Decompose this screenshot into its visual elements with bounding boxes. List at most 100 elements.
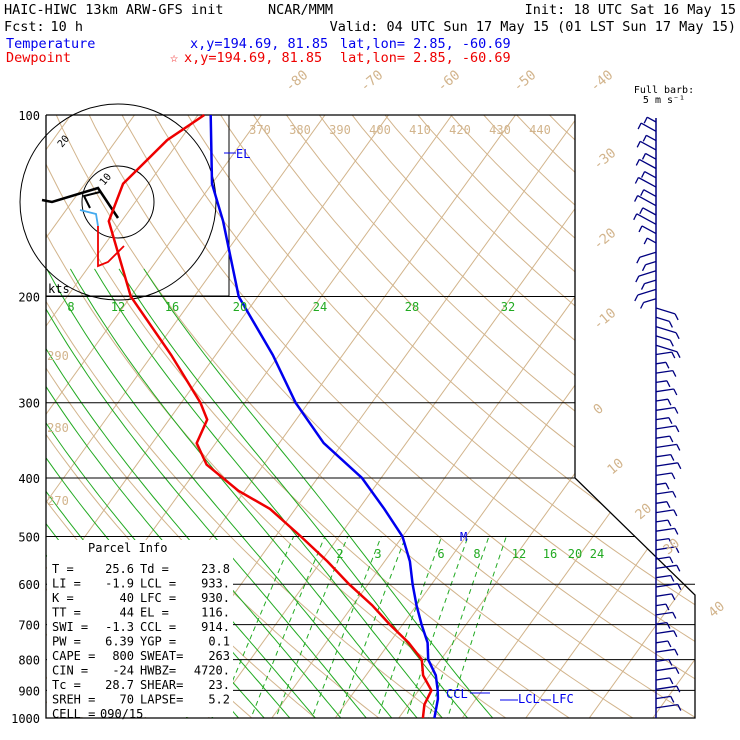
wind-barb-flag — [670, 575, 675, 582]
dry-adiabat-line — [521, 115, 695, 718]
temperature-tick-label: 20 — [632, 500, 655, 523]
wind-barb — [643, 298, 657, 304]
parcel-label: PW = — [52, 635, 81, 649]
wind-barb — [655, 472, 672, 477]
parcel-info-table: Parcel Info T = 25.6 Td = 23.8 LI = -1.9 LCL =… — [47, 540, 233, 721]
wind-barb — [655, 425, 676, 430]
wind-barb — [638, 270, 657, 277]
el-label: EL — [236, 147, 250, 161]
wind-barb-flag — [676, 444, 681, 451]
wind-barb — [655, 316, 670, 323]
wind-barb — [655, 574, 671, 579]
fcst-label: Fcst: — [4, 19, 45, 35]
wind-barb-flag — [636, 256, 641, 264]
wind-barb — [655, 443, 677, 449]
parcel-value: 44 — [120, 606, 134, 620]
wind-barb-flag — [641, 153, 647, 160]
mixing-ratio-label: 16 — [543, 547, 557, 561]
wind-barb-flag — [643, 237, 648, 245]
wind-barb — [655, 369, 673, 374]
wind-barb-flag — [668, 538, 673, 545]
ccl-label: CCL — [446, 687, 468, 701]
mixing-ratio-label: 24 — [590, 547, 604, 561]
wind-barb — [638, 158, 657, 170]
wind-barb — [655, 435, 670, 439]
wind-barb — [655, 546, 676, 551]
wind-barb — [646, 237, 657, 244]
moist-adiabat-line — [46, 268, 352, 718]
isotherm-line — [516, 115, 695, 718]
wind-barb — [655, 380, 667, 384]
wind-barb — [655, 519, 668, 523]
wind-barb — [655, 482, 666, 486]
wind-barb — [655, 509, 674, 514]
pressure-tick-label: 100 — [18, 109, 40, 123]
hodograph-trace-blue — [79, 209, 99, 227]
isotherm-line — [46, 115, 282, 718]
pressure-tick-label: 500 — [18, 530, 40, 544]
wind-barb — [655, 490, 673, 495]
dry-adiabat-line — [202, 115, 695, 718]
parcel-info-title: Parcel Info — [88, 541, 167, 555]
wind-barb-flag — [669, 556, 674, 564]
mixing-ratio-label: 8 — [473, 547, 480, 561]
temperature-tick-label: 40 — [705, 598, 728, 621]
wind-barb-flag — [638, 225, 643, 233]
theta-tick-label: 380 — [289, 123, 311, 137]
wind-barb — [655, 501, 667, 504]
parcel-label: SWEAT= — [140, 649, 183, 663]
wind-barb-flag — [667, 519, 672, 527]
dry-adiabat-line — [170, 115, 695, 718]
dry-adiabat-line — [46, 115, 654, 718]
parcel-label: CAPE = — [52, 649, 95, 663]
mixing-ratio-label: 16 — [165, 300, 179, 314]
wind-barb — [655, 677, 670, 681]
pressure-tick-label: 200 — [18, 291, 40, 305]
wind-barbs — [633, 116, 682, 718]
wind-barb — [655, 685, 677, 690]
wind-barb-flag — [642, 135, 647, 142]
hodograph-ring-label: 10 — [98, 172, 114, 188]
dewpoint-latlon: lat,lon= 2.85, -60.69 — [340, 50, 511, 66]
mixing-ratio-label: 32 — [501, 300, 515, 314]
mixing-ratio-label: 20 — [568, 547, 582, 561]
isotherm-line — [643, 115, 695, 718]
mixing-ratio-label: 2 — [336, 547, 343, 561]
parcel-value: 914. — [201, 620, 230, 634]
temperature-tick-label: -80 — [282, 67, 311, 95]
dewpoint-marker-icon: ☆ — [170, 50, 178, 66]
wind-barb — [645, 260, 657, 266]
wind-barb — [655, 583, 678, 588]
dewpoint-xy: x,y=194.69, 81.85 — [184, 50, 322, 66]
wind-barb — [645, 152, 657, 160]
temperature-tick-label: 0 — [590, 401, 607, 418]
wind-barb-flag — [677, 583, 682, 590]
wind-barb — [655, 603, 666, 607]
parcel-value: 70 — [120, 693, 134, 707]
pressure-tick-label: 900 — [18, 684, 40, 698]
center-name: NCAR/MMM — [268, 2, 333, 18]
hodograph-trace-black — [41, 186, 120, 219]
wind-barb — [655, 593, 672, 597]
wind-barb-flag — [677, 462, 682, 470]
wind-barb-flag — [665, 603, 670, 611]
wind-barb — [655, 667, 676, 672]
lcl-label: LCL — [518, 692, 540, 706]
init-time: Init: 18 UTC Sat 16 May 15 — [525, 2, 736, 18]
diagram-border — [45, 114, 696, 719]
wind-barb-flag — [666, 380, 671, 388]
wind-barb — [655, 695, 671, 700]
wind-barb — [638, 176, 657, 188]
wind-barb — [655, 398, 668, 402]
wind-barb — [655, 344, 678, 353]
wind-barb-flag — [634, 195, 639, 202]
wind-barb-flag — [637, 122, 642, 130]
wind-barb-flag — [670, 454, 675, 461]
wind-barb-flag — [675, 546, 680, 554]
wind-barb-flag — [634, 177, 639, 184]
mixing-ratio-line — [245, 536, 326, 718]
isotherm-line — [46, 115, 346, 718]
temperature-tick-label: -40 — [587, 67, 616, 95]
mixing-ratio-label: 20 — [233, 300, 247, 314]
moist-adiabat-line — [46, 268, 403, 718]
